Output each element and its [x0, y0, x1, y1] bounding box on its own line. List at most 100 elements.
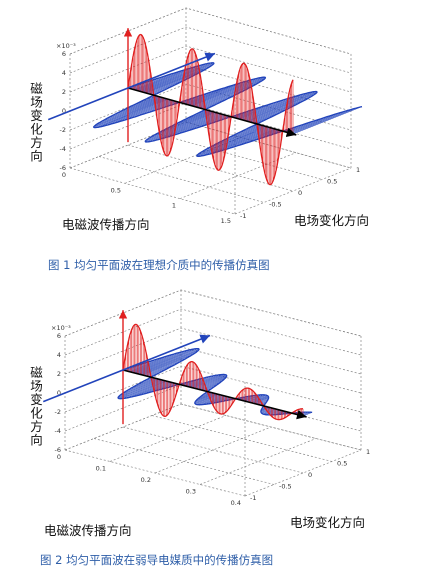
z-gridline — [64, 365, 362, 413]
y-tick-label: -1 — [250, 494, 256, 502]
y-tick-label: 0.5 — [327, 178, 337, 186]
z-gridline — [64, 327, 362, 375]
floor-gridline — [69, 121, 187, 169]
magnetic-hatch — [194, 393, 217, 403]
magnetic-hatch — [135, 66, 196, 91]
magnetic-hatch — [155, 113, 222, 141]
magnetic-hatch — [130, 352, 179, 373]
propagation-arrow — [122, 369, 307, 420]
x-tick-label: 0 — [57, 453, 61, 461]
floor-gridline — [179, 152, 297, 199]
exponent-label: ×10⁻³ — [51, 324, 71, 332]
magnetic-hatch — [290, 109, 349, 134]
z-tick-label: -6 — [60, 164, 66, 172]
magnetic-hatch — [197, 126, 269, 156]
y-tick-label: 1 — [356, 166, 360, 174]
floor-gridline — [69, 167, 236, 215]
magnetic-hatch — [195, 79, 264, 108]
figure-1-x-axis-label: 电磁波传播方向 — [62, 217, 150, 232]
magnetic-hatch — [118, 380, 164, 399]
floor-gridline — [122, 426, 304, 474]
x-tick-label: 1 — [172, 202, 176, 210]
floor-gridline — [93, 438, 275, 485]
magnetic-hatch — [193, 77, 266, 107]
z-tick-label: -2 — [55, 408, 61, 416]
magnetic-hatch — [129, 381, 170, 398]
magnetic-hatch — [288, 112, 340, 134]
magnetic-hatch — [264, 409, 278, 415]
floor-gridline — [244, 449, 362, 497]
y-tick-label: 0 — [308, 471, 312, 479]
top-edge — [69, 7, 352, 55]
z-tick-label: 6 — [57, 332, 61, 340]
magnetic-hatch — [199, 379, 224, 390]
electric-curve — [127, 33, 294, 186]
z-tick-label: 4 — [57, 351, 61, 359]
figure-1-z-axis-label: 磁场变化方向 — [28, 82, 43, 163]
z-tick-label: 6 — [62, 50, 66, 58]
z-tick-label: 2 — [62, 88, 66, 96]
magnetic-hatch — [105, 96, 162, 120]
magnetic-hatch — [194, 394, 219, 404]
floor-gridline — [98, 156, 265, 203]
magnetic-hatch — [151, 111, 214, 137]
magnetic-hatch — [200, 381, 222, 391]
magnetic-hatch — [141, 382, 173, 395]
magnetic-hatch — [145, 67, 209, 94]
magnetic-hatch — [137, 64, 203, 91]
floor-gridline — [127, 144, 294, 192]
floor-gridline — [199, 438, 317, 485]
z-gridline — [69, 45, 352, 93]
magnetic-hatch — [196, 394, 222, 405]
z-tick-label: -2 — [60, 126, 66, 134]
magnetic-hatch — [119, 379, 161, 397]
electric-field-wave — [127, 33, 294, 186]
magnetic-hatch — [111, 96, 160, 117]
figure-1-y-axis-label: 电场变化方向 — [294, 213, 370, 228]
propagation-arrow — [127, 87, 297, 137]
figure-2-y-axis-label: 电场变化方向 — [290, 515, 366, 530]
x-tick-label: 0 — [62, 171, 66, 179]
top-edge — [64, 289, 362, 337]
magnetic-hatch — [121, 378, 160, 395]
figure-1-plot: 6 4 2 0 -2 -4 -6 ×10⁻³ 0 0.5 1 1.5 -1 -0.5 0 0.5 1 — [47, 7, 363, 225]
electric-field-wave — [122, 323, 304, 421]
floor-gridline — [154, 426, 272, 474]
magnetic-hatch — [248, 95, 312, 122]
floor-gridline — [180, 403, 362, 451]
magnetic-hatch — [253, 397, 269, 404]
z-tick-label: -4 — [55, 427, 61, 435]
magnetic-hatch — [190, 374, 224, 388]
magnetic-hatch — [198, 392, 213, 399]
magnetic-hatch — [147, 74, 197, 94]
z-gridline — [69, 26, 352, 74]
magnetic-hatch — [195, 393, 216, 402]
z-gridline — [69, 7, 352, 55]
magnetic-hatch — [119, 380, 165, 399]
x-tick-label: 0.4 — [231, 499, 241, 507]
y-tick-label: -0.5 — [269, 201, 282, 209]
magnetic-hatch — [93, 98, 166, 127]
y-tick-label: -1 — [240, 212, 246, 220]
magnetic-hatch — [145, 112, 217, 142]
magnetic-hatch — [93, 98, 167, 128]
magnetic-hatch — [111, 99, 172, 125]
magnetic-hatch — [255, 398, 269, 405]
figure-2-caption: 图 2 均匀平面波在弱导电媒质中的传播仿真图 — [40, 553, 274, 567]
magnetic-hatch — [120, 100, 173, 122]
y-tick-label: 0.5 — [337, 460, 347, 468]
magnetic-hatch — [208, 125, 265, 148]
x-tick-label: 0.3 — [186, 488, 196, 496]
figure-1: 6 4 2 0 -2 -4 -6 ×10⁻³ 0 0.5 1 1.5 -1 -0.5 0 0.5 1 磁场变化方… — [0, 0, 423, 280]
magnetic-hatch — [95, 97, 164, 126]
magnetic-hatch — [99, 97, 163, 123]
z-gridline — [64, 289, 362, 337]
y-tick-label: 1 — [366, 448, 370, 456]
magnetic-axis-arrow — [47, 52, 216, 121]
x-tick-label: 0.5 — [111, 186, 121, 194]
magnetic-axis-arrow — [42, 334, 211, 403]
z-tick-label: -6 — [55, 446, 61, 454]
magnetic-hatch — [246, 93, 316, 122]
magnetic-hatch — [131, 350, 186, 373]
z-gridline — [64, 308, 362, 356]
